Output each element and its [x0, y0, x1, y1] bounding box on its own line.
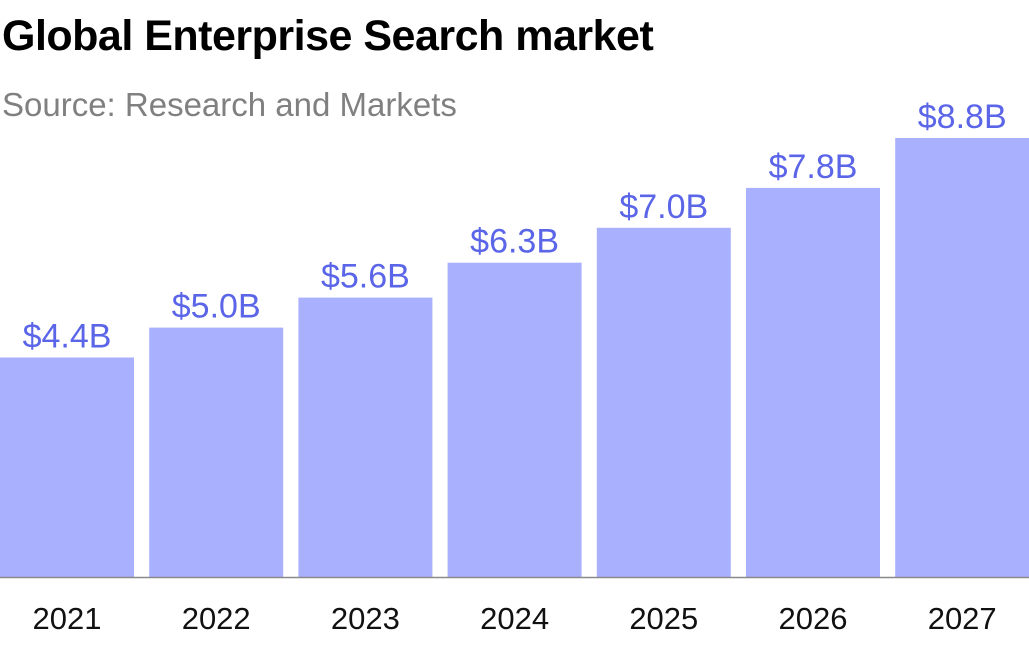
x-tick-label-2021: 2021	[33, 601, 102, 636]
bar-2024	[447, 262, 582, 577]
bar-2021	[0, 357, 134, 577]
bar-value-label-2027: $8.8B	[918, 98, 1007, 136]
x-tick-label-2023: 2023	[331, 601, 400, 636]
x-tick-label-2022: 2022	[182, 601, 251, 636]
bar-labels-group: $4.4B $5.0B $5.6B $6.3B $7.0B $7.8B $8.8B	[23, 98, 1007, 356]
bars-group	[0, 138, 1029, 578]
bar-2022	[149, 327, 284, 577]
bar-value-label-2026: $7.8B	[769, 148, 858, 186]
bar-2027	[895, 138, 1029, 577]
chart-subtitle: Source: Research and Markets	[2, 86, 457, 123]
bar-value-label-2021: $4.4B	[23, 318, 112, 356]
x-tick-label-2024: 2024	[480, 601, 549, 636]
bar-value-label-2023: $5.6B	[321, 258, 410, 296]
x-tick-label-2026: 2026	[779, 601, 848, 636]
x-tick-label-2027: 2027	[928, 601, 997, 636]
bar-2023	[298, 297, 433, 577]
chart-title: Global Enterprise Search market	[2, 12, 654, 60]
x-axis-ticks-group: 2021 2022 2023 2024 2025 2026 2027	[33, 601, 997, 636]
bar-value-label-2024: $6.3B	[470, 223, 559, 261]
x-tick-label-2025: 2025	[629, 601, 698, 636]
bar-value-label-2022: $5.0B	[172, 288, 261, 326]
bar-2026	[746, 187, 880, 577]
bar-2025	[596, 227, 731, 578]
bar-value-label-2025: $7.0B	[619, 188, 708, 226]
